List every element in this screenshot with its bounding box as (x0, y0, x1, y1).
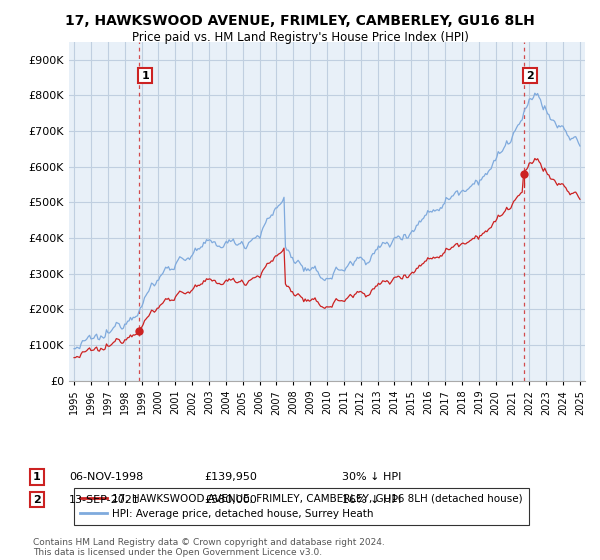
Text: 13-SEP-2021: 13-SEP-2021 (69, 494, 140, 505)
Text: £580,000: £580,000 (204, 494, 257, 505)
Text: 30% ↓ HPI: 30% ↓ HPI (342, 472, 401, 482)
Text: 2: 2 (33, 494, 41, 505)
Legend: 17, HAWKSWOOD AVENUE, FRIMLEY, CAMBERLEY, GU16 8LH (detached house), HPI: Averag: 17, HAWKSWOOD AVENUE, FRIMLEY, CAMBERLEY… (74, 488, 529, 525)
Text: £139,950: £139,950 (204, 472, 257, 482)
Text: Price paid vs. HM Land Registry's House Price Index (HPI): Price paid vs. HM Land Registry's House … (131, 31, 469, 44)
Text: 1: 1 (141, 71, 149, 81)
Text: 17, HAWKSWOOD AVENUE, FRIMLEY, CAMBERLEY, GU16 8LH: 17, HAWKSWOOD AVENUE, FRIMLEY, CAMBERLEY… (65, 14, 535, 28)
Text: Contains HM Land Registry data © Crown copyright and database right 2024.
This d: Contains HM Land Registry data © Crown c… (33, 538, 385, 557)
Text: 1: 1 (33, 472, 41, 482)
Text: 16% ↓ HPI: 16% ↓ HPI (342, 494, 401, 505)
Text: 06-NOV-1998: 06-NOV-1998 (69, 472, 143, 482)
Text: 2: 2 (526, 71, 534, 81)
